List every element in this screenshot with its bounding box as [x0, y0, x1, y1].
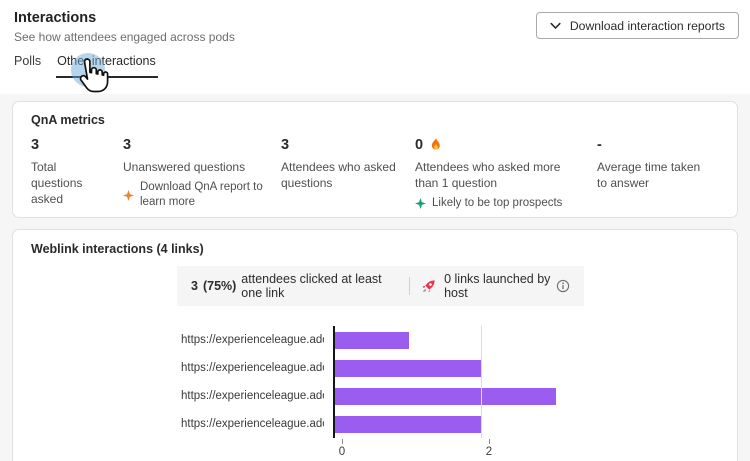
sparkle-icon [123, 189, 134, 201]
metric-value: - [597, 137, 602, 153]
metric-unanswered-questions: 3 Unanswered questions Download QnA repo… [123, 137, 281, 211]
qna-download-note: Download QnA report to learn more [123, 180, 281, 210]
rocket-icon [421, 279, 436, 294]
sparkle-icon [415, 198, 426, 210]
content-area: QnA metrics 3 Total questions asked 3 Un… [0, 94, 750, 461]
chevron-down-icon [550, 22, 561, 30]
weblink-interactions-card: Weblink interactions (4 links) 3 (75%) a… [12, 229, 738, 461]
note-text: Likely to be top prospects [432, 197, 563, 210]
info-icon[interactable] [556, 279, 570, 293]
chart-bar-label: https://experienceleague.ado... [181, 390, 324, 402]
chart-bar-label: https://experienceleague.ado... [181, 418, 324, 430]
flame-icon [430, 137, 442, 153]
download-interaction-reports-button[interactable]: Download interaction reports [535, 12, 739, 39]
metric-label: Unanswered questions [123, 160, 246, 174]
chart-bar[interactable] [335, 331, 409, 349]
chart-plot [333, 326, 593, 438]
qna-metrics-card: QnA metrics 3 Total questions asked 3 Un… [12, 101, 738, 218]
chart-bar[interactable] [335, 387, 556, 405]
clicked-percent: (75%) [202, 279, 237, 293]
tab-other-interactions[interactable]: Other interactions [56, 54, 158, 78]
chart-gridline [481, 326, 482, 438]
axis-tick [488, 439, 490, 444]
download-button-label: Download interaction reports [569, 18, 725, 33]
metric-average-time: - Average time taken to answer [597, 137, 719, 211]
clicked-count: 3 [191, 279, 198, 293]
page-subtitle: See how attendees engaged across pods [14, 30, 235, 44]
chart-bar[interactable] [335, 415, 482, 433]
metric-value: 3 [281, 137, 290, 153]
header: Interactions See how attendees engaged a… [0, 0, 750, 94]
qna-metrics-grid: 3 Total questions asked 3 Unanswered que… [31, 137, 719, 211]
page-title: Interactions [14, 10, 97, 26]
axis-tick-label: 0 [338, 446, 346, 458]
weblink-stats-bar: 3 (75%) attendees clicked at least one l… [177, 266, 584, 306]
chart-bar-label: https://experienceleague.ado... [181, 362, 324, 374]
top-prospects-note: Likely to be top prospects [415, 196, 597, 211]
divider [409, 277, 411, 295]
clicked-text: attendees clicked at least one link [241, 272, 382, 300]
launched-text: 0 links launched by host [444, 272, 551, 300]
metric-attendees-asked: 3 Attendees who asked questions [281, 137, 415, 211]
metric-attendees-asked-more: 0 Attendees who asked more than 1 questi… [415, 137, 597, 211]
tab-bar: Polls Other interactions [14, 54, 158, 78]
chart-bar[interactable] [335, 359, 482, 377]
chart-bar-label: https://experienceleague.ado... [181, 334, 324, 346]
metric-value: 0 [415, 137, 597, 153]
qna-metrics-title: QnA metrics [31, 113, 105, 127]
metric-total-questions: 3 Total questions asked [31, 137, 123, 211]
weblink-bar-chart: https://experienceleague.ado... https://e… [181, 326, 719, 438]
chart-labels: https://experienceleague.ado... https://e… [181, 326, 333, 438]
axis-tick-label: 2 [485, 446, 493, 458]
metric-label: Attendees who asked more than 1 question [415, 160, 561, 191]
metric-value: 3 [31, 137, 40, 153]
note-text: Download QnA report to learn more [140, 181, 263, 209]
metric-value: 3 [123, 137, 132, 153]
metric-label: Total questions asked [31, 160, 83, 207]
metric-label: Average time taken to answer [597, 160, 701, 191]
weblink-title: Weblink interactions (4 links) [31, 242, 204, 256]
metric-number: 0 [415, 137, 424, 153]
axis-tick [341, 439, 343, 444]
tab-polls[interactable]: Polls [14, 54, 42, 68]
metric-label: Attendees who asked questions [281, 160, 396, 191]
